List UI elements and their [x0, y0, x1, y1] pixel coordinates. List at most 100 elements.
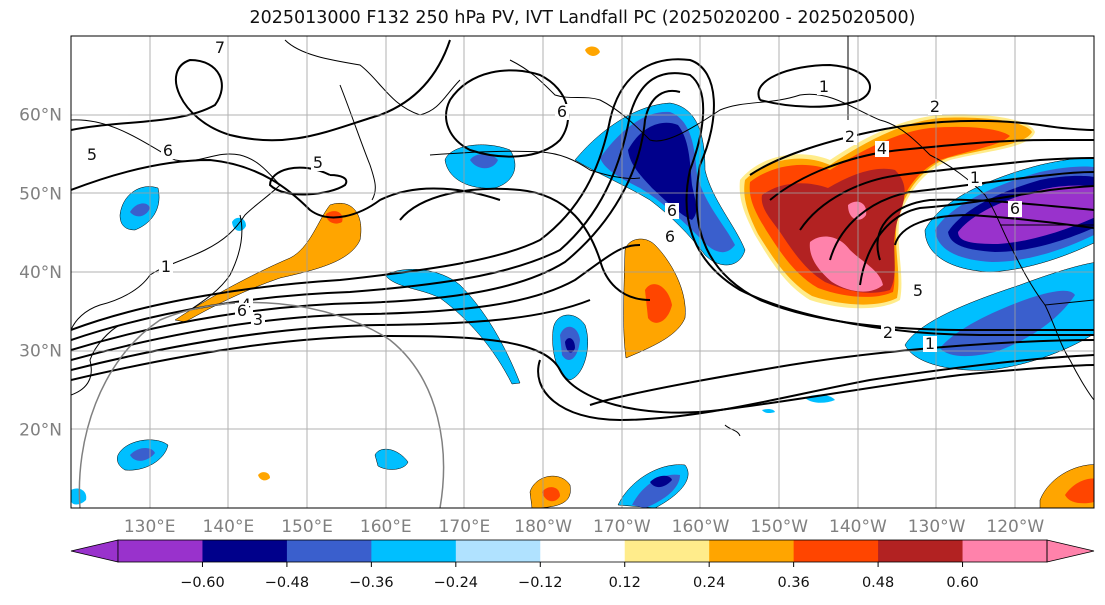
contour-label: 1: [161, 257, 171, 276]
contour-ridge: [268, 166, 348, 196]
contour-low-bering: [445, 69, 570, 158]
contour-goa-7: [894, 213, 1094, 246]
colorbar-segment: [709, 540, 795, 562]
contour-label: 1: [819, 77, 829, 96]
contour-label: 1: [925, 334, 935, 353]
colorbar-tick-label: −0.48: [265, 575, 309, 591]
colorbar: −0.60 −0.48 −0.36 −0.24 −0.12 0.12 0.24 0.36 0.4…: [70, 539, 1095, 591]
lat-label: 50°N: [19, 184, 62, 204]
contour-goa-6: [876, 198, 1094, 261]
fill-navy-bottom-170w: [650, 475, 672, 488]
colorbar-tick-label: 0.60: [946, 575, 978, 591]
contour-label-bg: [881, 325, 895, 341]
colorbar-segment: [202, 540, 288, 562]
contour-label: 6: [163, 141, 173, 160]
fill-orange-small-midpac: [258, 472, 270, 481]
fill-navy-gulf: [628, 122, 697, 220]
colorbar-segment: [793, 540, 879, 562]
lat-axis: 60°N 50°N 40°N 30°N 20°N: [19, 106, 62, 441]
lon-label: 150°E: [281, 517, 333, 537]
map-border: [70, 35, 1095, 509]
contour-goa-3: [799, 157, 1094, 231]
lon-label: 140°W: [829, 517, 887, 537]
contour-label: 3: [253, 310, 263, 329]
contour-label-bg: [928, 99, 942, 115]
contour-label-bg: [911, 283, 925, 299]
contour-labels: 76565143666124521162: [85, 38, 1022, 353]
contour-label-bg: [923, 336, 937, 352]
colorbar-tick-label: 0.36: [777, 575, 809, 591]
contour-label-bg: [161, 143, 175, 159]
lon-label: 120°W: [986, 517, 1044, 537]
lon-label: 130°W: [908, 517, 966, 537]
contour-8: [589, 339, 1094, 406]
contour-label: 5: [913, 281, 923, 300]
contour-jet-mid: [399, 187, 651, 301]
colorbar-segment: [118, 540, 203, 562]
gray-circle: [78, 301, 445, 508]
lon-label: 180°W: [514, 517, 572, 537]
contour-7: [537, 354, 1094, 422]
contour-5: [71, 299, 591, 371]
contour-label-bg: [875, 141, 889, 157]
colorbar-segment: [286, 540, 372, 562]
contour-6: [71, 334, 1094, 414]
contour-goa-4: [829, 171, 1094, 261]
contour-4: [71, 244, 641, 361]
colorbar-tick-label: −0.12: [518, 575, 562, 591]
fill-blue-band-central: [384, 269, 521, 385]
contour-label: 2: [930, 97, 940, 116]
fill-blue-hawaii2: [762, 408, 775, 414]
contour-label: 2: [883, 323, 893, 342]
contour-2: [71, 72, 1094, 341]
contour-label-bg: [311, 155, 325, 171]
coast-asia: [71, 119, 281, 331]
contour-label-bg: [663, 229, 677, 245]
fill-blue-corner: [71, 488, 87, 505]
contour-jet-north2: [71, 158, 501, 219]
lat-label: 40°N: [19, 263, 62, 283]
fill-navy-180: [565, 338, 575, 353]
colorbar-tick-label: −0.36: [349, 575, 393, 591]
contour-label: 7: [215, 38, 225, 57]
contour-label: 6: [665, 227, 675, 246]
contour-goa-2: [769, 139, 1094, 201]
contour-label: 2: [845, 127, 855, 146]
colorbar-segment: [962, 540, 1048, 562]
colorbar-tick-label: −0.24: [434, 575, 478, 591]
colorbar-tick-label: 0.48: [862, 575, 894, 591]
lon-label: 170°E: [439, 517, 491, 537]
contour-label: 5: [87, 145, 97, 164]
fill-pink2-goa: [848, 201, 867, 220]
colorbar-segment: [878, 540, 964, 562]
lon-label: 140°E: [203, 517, 255, 537]
coast-kamchatka: [339, 84, 376, 201]
contour-label: 6: [557, 102, 567, 121]
lon-label: 170°W: [593, 517, 651, 537]
fill-purple-pnw: [958, 185, 1094, 244]
contour-label: 1: [970, 168, 980, 187]
fill-blue2-bottom-left: [130, 447, 155, 461]
coast-hawaii: [724, 424, 741, 437]
contour-label-bg: [555, 104, 569, 120]
contour-label-bg: [85, 147, 99, 163]
contour-high-alaska: [757, 63, 871, 108]
contour-label: 6: [667, 201, 677, 220]
contour-label-bg: [843, 129, 857, 145]
figure-title: 2025013000 F132 250 hPa PV, IVT Landfall…: [249, 8, 916, 28]
colorbar-tick-label: −0.60: [180, 575, 224, 591]
colorbar-arrow-left: [70, 539, 119, 563]
contour-label-bg: [213, 40, 227, 56]
contour-label-bg: [159, 259, 173, 275]
colorbar-segment: [371, 540, 457, 562]
coast-japan: [189, 214, 243, 311]
fill-darkred-goa: [761, 168, 905, 293]
coast-asia-north: [284, 39, 461, 116]
lon-axis: 130°E 140°E 150°E 160°E 170°E 180°W 170°W 160°W…: [124, 517, 1045, 537]
contour-3: [71, 90, 681, 351]
contour-label-bg: [665, 203, 679, 219]
contour-goa-1: [749, 119, 1094, 176]
lon-label: 130°E: [124, 517, 176, 537]
contour-label-bg: [968, 170, 982, 186]
